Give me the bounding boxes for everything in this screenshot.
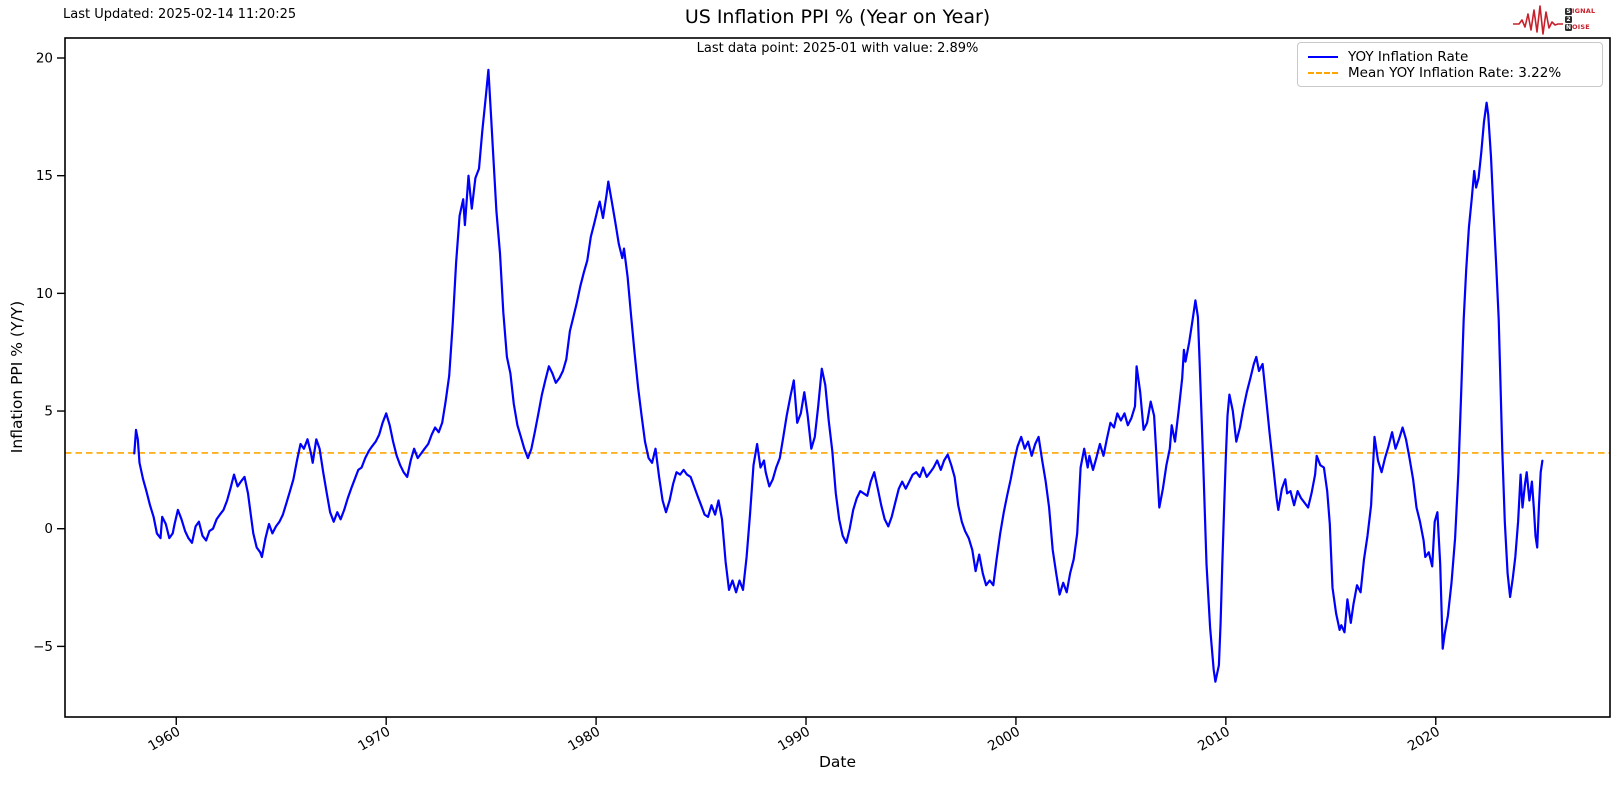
logo-word-ignal: IGNAL (1572, 6, 1596, 15)
legend-item-yoy: YOY Inflation Rate (1308, 49, 1592, 65)
dashed-line-swatch-icon (1308, 72, 1338, 74)
x-tick-label: 1970 (355, 724, 393, 755)
x-tick-label: 2010 (1195, 724, 1233, 755)
y-tick-label: 0 (44, 521, 53, 537)
yoy-line (133, 68, 1544, 683)
logo-text: S IGNAL 2 N OISE (1565, 6, 1596, 31)
legend-item-mean: Mean YOY Inflation Rate: 3.22% (1308, 65, 1592, 81)
legend-label: YOY Inflation Rate (1348, 49, 1469, 65)
solid-line-swatch-icon (1308, 56, 1338, 58)
x-tick-label: 2020 (1405, 724, 1443, 755)
y-tick-label: 10 (36, 286, 53, 302)
legend: YOY Inflation Rate Mean YOY Inflation Ra… (1297, 42, 1603, 87)
logo-letter-n: N (1565, 23, 1572, 31)
logo-word-oise: OISE (1572, 22, 1590, 31)
page-title: US Inflation PPI % (Year on Year) (684, 6, 991, 28)
y-axis-label: Inflation PPI % (Y/Y) (8, 300, 26, 454)
plot-frame (64, 37, 1611, 718)
x-tick-label: 2000 (985, 724, 1023, 755)
x-tick-label: 1960 (146, 724, 184, 755)
last-updated-text: Last Updated: 2025-02-14 11:20:25 (63, 7, 297, 22)
y-tick-label: 20 (36, 51, 53, 67)
signal2noise-logo: S IGNAL 2 N OISE (1512, 2, 1616, 36)
logo-letter-s: S (1565, 7, 1572, 15)
y-tick-label: 5 (44, 404, 53, 420)
x-tick-label: 1980 (565, 724, 603, 755)
waveform-icon (1513, 5, 1563, 35)
chart-subtitle: Last data point: 2025-01 with value: 2.8… (696, 41, 979, 56)
logo-letter-2: 2 (1565, 15, 1572, 23)
y-tick-label: 15 (36, 168, 53, 184)
x-axis-label: Date (818, 753, 857, 771)
y-tick-label: −5 (33, 639, 53, 655)
legend-label: Mean YOY Inflation Rate: 3.22% (1348, 65, 1562, 81)
x-tick-label: 1990 (775, 724, 813, 755)
